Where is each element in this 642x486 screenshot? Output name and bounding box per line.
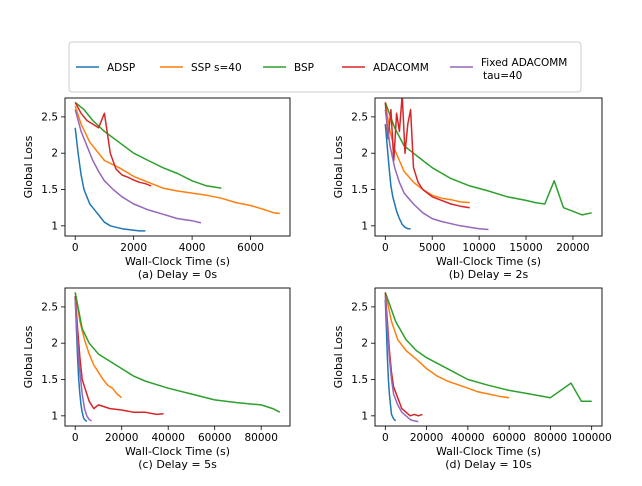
y-tick-label-d-3: 2: [361, 338, 368, 350]
subplot-caption-c: (c) Delay = 5s: [138, 458, 217, 471]
series-line-a-3: [74, 101, 222, 189]
series-line-c-3: [74, 292, 281, 413]
axes-frame-c: [64, 287, 291, 427]
series-group-b: [384, 98, 592, 231]
x-axis-label-c: Wall-Clock Time (s): [125, 445, 230, 458]
y-axis-label-c: Global Loss: [22, 325, 35, 388]
axes-frame-d: [374, 287, 603, 427]
y-tick-label-c-4: 2.5: [41, 301, 58, 313]
x-tick-label-b-3: 10000: [462, 242, 495, 254]
x-tick-label-c-3: 40000: [151, 432, 184, 444]
series-group-a: [74, 101, 280, 232]
series-line-a-2: [74, 105, 280, 215]
series-line-b-1: [384, 124, 411, 230]
subplot-caption-b: (b) Delay = 2s: [449, 268, 529, 281]
series-line-d-3: [384, 292, 592, 403]
x-tick-label-a-2: 2000: [120, 242, 147, 254]
y-tick-label-b-1: 1: [361, 220, 368, 232]
x-tick-label-a-1: 0: [72, 242, 79, 254]
series-line-a-1: [74, 127, 146, 232]
series-line-d-5: [384, 295, 419, 423]
subplot-a: 0 2000 4000 6000 1 1.5 2 2.5 Wall-Clock Time (s)…: [22, 97, 291, 281]
series-line-c-2: [74, 292, 123, 399]
subplot-caption-a: (a) Delay = 0s: [138, 268, 218, 281]
y-tick-label-d-1: 1: [361, 410, 368, 422]
y-axis-label-d: Global Loss: [332, 325, 345, 388]
series-line-c-5: [74, 299, 92, 422]
x-tick-label-b-5: 20000: [556, 242, 589, 254]
y-tick-label-c-2: 1.5: [41, 374, 58, 386]
y-tick-label-d-2: 1.5: [351, 374, 368, 386]
x-tick-label-d-6: 100000: [572, 432, 612, 444]
series-line-a-5: [74, 109, 202, 224]
x-tick-label-d-5: 80000: [534, 432, 567, 444]
legend-frame: [68, 41, 582, 93]
x-tick-label-c-5: 80000: [244, 432, 277, 444]
y-tick-label-b-4: 2.5: [351, 111, 368, 123]
y-axis-label-b: Global Loss: [332, 135, 345, 198]
series-group-d: [384, 292, 592, 423]
x-tick-label-d-4: 60000: [492, 432, 525, 444]
subplot-b: 0 5000 10000 15000 20000 1 1.5 2 2.5 Wall-Clock T…: [332, 97, 603, 281]
axes-frame-b: [374, 97, 603, 237]
x-tick-label-d-1: 0: [382, 432, 389, 444]
y-tick-label-a-3: 2: [51, 148, 58, 160]
x-tick-label-a-3: 4000: [179, 242, 206, 254]
x-tick-label-d-2: 20000: [410, 432, 443, 444]
legend: ADSP SSP s=40 BSP ADACOMM Fixed ADACOMMtau=4…: [68, 41, 582, 93]
series-line-a-4: [74, 102, 152, 187]
x-tick-label-b-1: 0: [382, 242, 389, 254]
x-axis-label-b: Wall-Clock Time (s): [436, 255, 541, 268]
x-axis-label-d: Wall-Clock Time (s): [436, 445, 541, 458]
axes-frame-a: [64, 97, 291, 237]
y-tick-label-a-4: 2.5: [41, 111, 58, 123]
y-tick-label-d-4: 2.5: [351, 301, 368, 313]
x-tick-label-c-4: 60000: [198, 432, 231, 444]
legend-label-3: BSP: [294, 62, 314, 74]
series-line-d-4: [384, 292, 423, 417]
legend-label-5: Fixed ADACOMM: [481, 57, 567, 69]
series-line-d-2: [384, 292, 510, 399]
x-tick-label-d-3: 40000: [451, 432, 484, 444]
x-tick-label-c-1: 0: [72, 432, 79, 444]
y-tick-label-a-2: 1.5: [41, 184, 58, 196]
y-tick-label-a-1: 1: [51, 220, 58, 232]
x-axis-label-a: Wall-Clock Time (s): [125, 255, 230, 268]
x-tick-label-b-4: 15000: [509, 242, 542, 254]
series-line-c-4: [74, 295, 164, 416]
y-tick-label-c-1: 1: [51, 410, 58, 422]
legend-label-2: SSP s=40: [191, 62, 242, 74]
subplot-d: 0 20000 40000 60000 80000 100000 1 1.5 2 2.5 Wall-…: [332, 287, 612, 471]
series-group-c: [74, 292, 281, 423]
y-axis-label-a: Global Loss: [22, 135, 35, 198]
series-line-b-3: [384, 102, 592, 216]
series-line-d-1: [384, 299, 397, 422]
x-tick-label-b-2: 5000: [419, 242, 446, 254]
x-tick-label-c-2: 20000: [105, 432, 138, 444]
legend-label-4: ADACOMM: [373, 62, 429, 74]
legend-label-1: ADSP: [107, 62, 135, 74]
series-line-b-5: [384, 109, 489, 231]
series-line-b-4: [384, 98, 470, 209]
y-tick-label-c-3: 2: [51, 338, 58, 350]
x-tick-label-a-4: 6000: [237, 242, 264, 254]
y-tick-label-b-2: 1.5: [351, 184, 368, 196]
subplot-c: 0 20000 40000 60000 80000 1 1.5 2 2.5 Wall-Clock …: [22, 287, 291, 471]
subplot-caption-d: (d) Delay = 10s: [445, 458, 532, 471]
legend-label-5-line2: tau=40: [483, 70, 522, 82]
y-tick-label-b-3: 2: [361, 148, 368, 160]
